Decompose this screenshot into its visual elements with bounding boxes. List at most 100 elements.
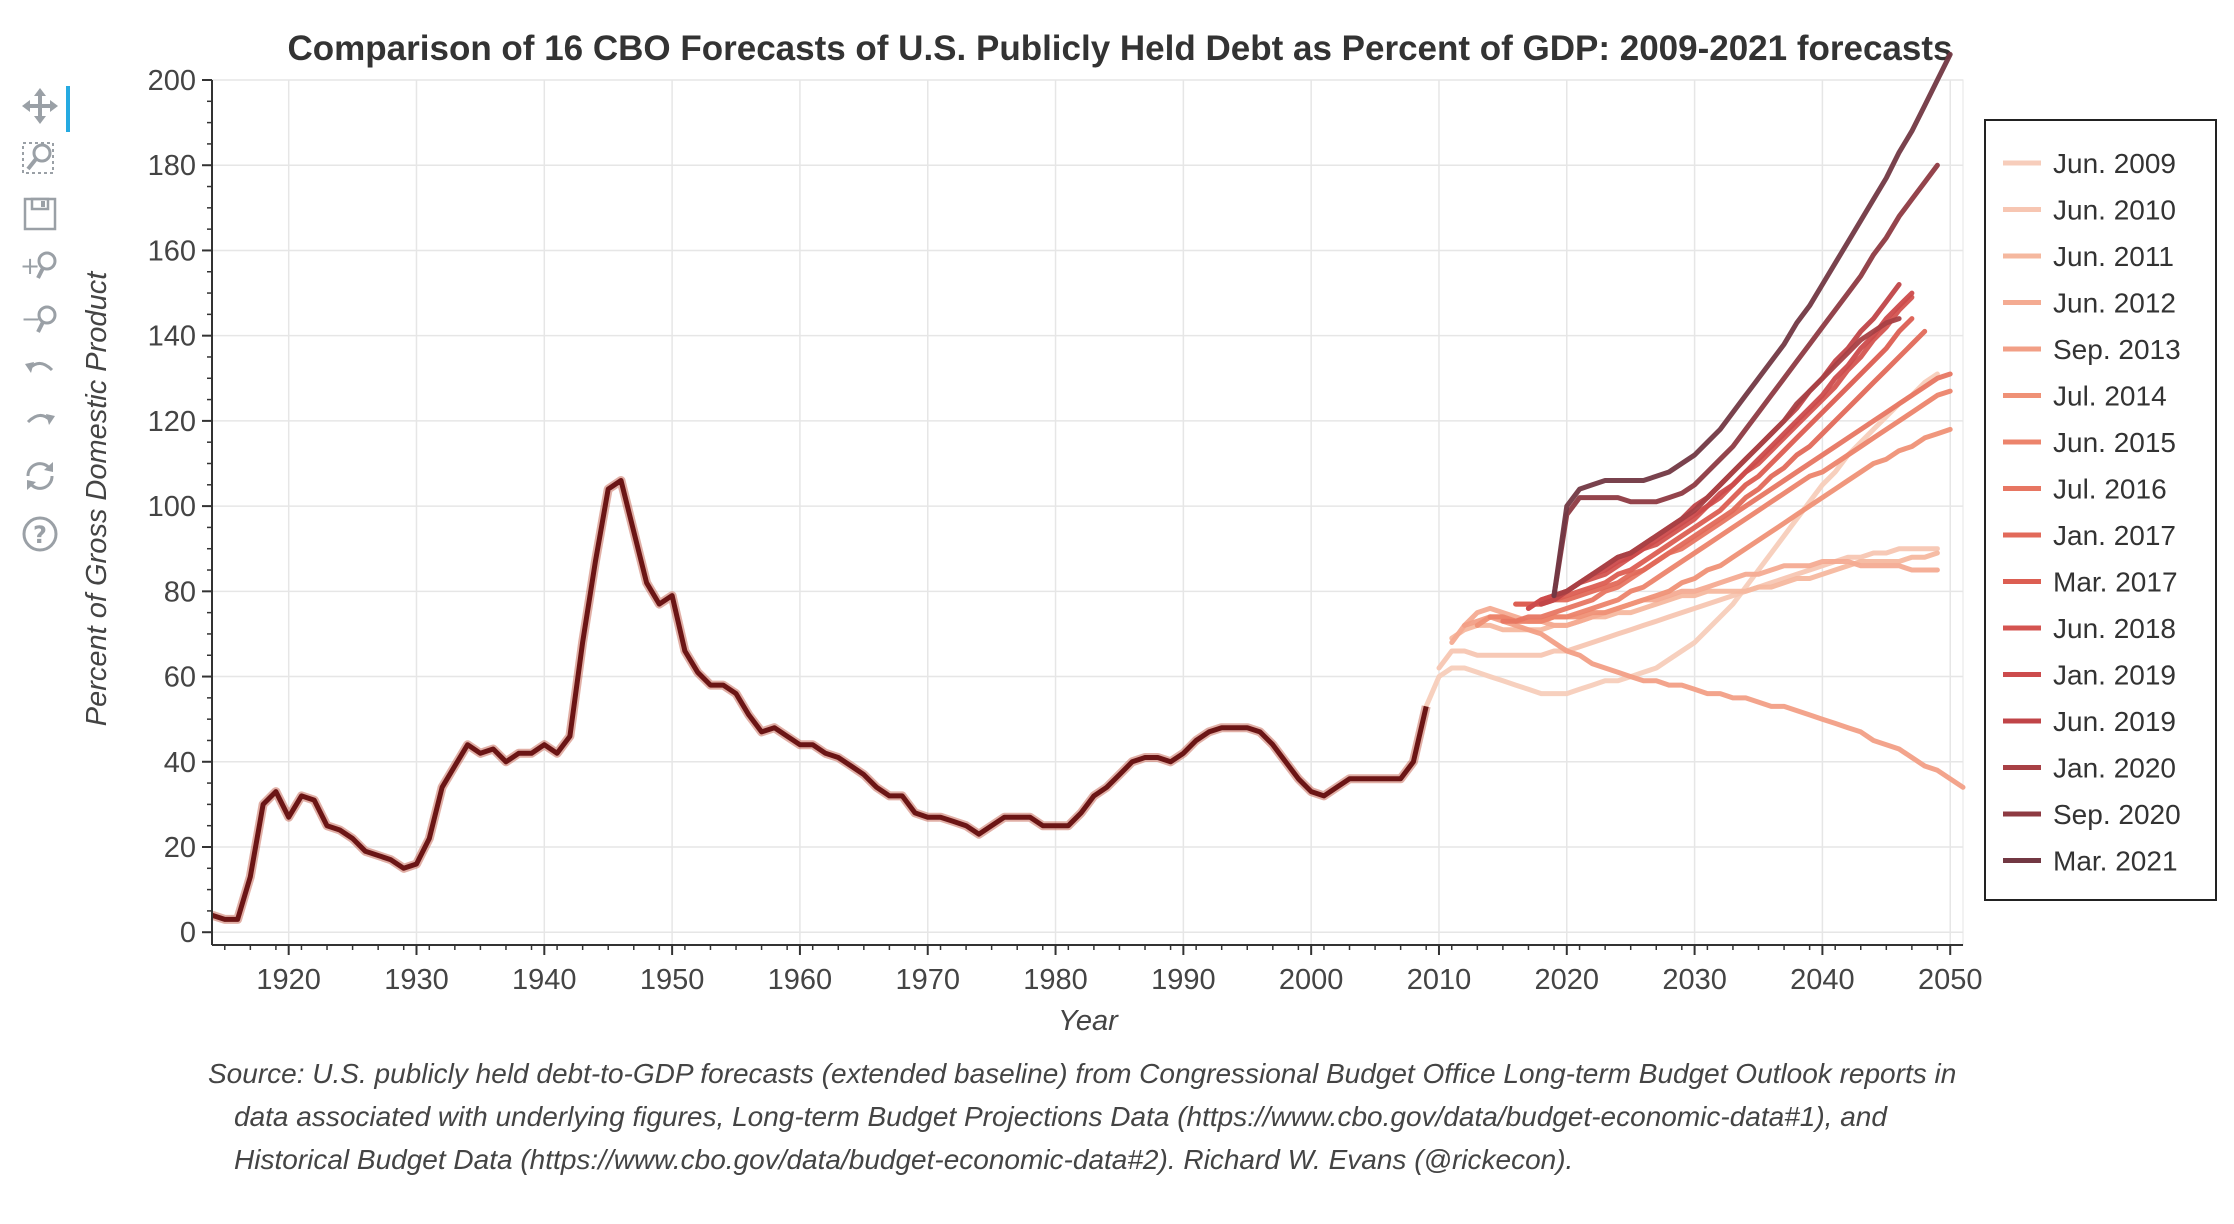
- reset-tool[interactable]: [14, 452, 66, 504]
- legend-label: Jan. 2019: [2053, 660, 2176, 691]
- y-tick-label: 200: [148, 65, 196, 97]
- y-tick-label: 60: [164, 662, 196, 694]
- legend-label: Jun. 2011: [2053, 241, 2174, 272]
- y-tick-label: 120: [148, 406, 196, 438]
- y-tick-label: 40: [164, 747, 196, 779]
- series-line: [1551, 316, 1902, 599]
- legend-item[interactable]: Jul. 2014: [2003, 381, 2167, 412]
- series-line: [1551, 162, 1940, 599]
- legend-label: Mar. 2017: [2053, 567, 2178, 598]
- series-line: [1551, 51, 1953, 599]
- y-tick-label: 80: [164, 576, 196, 608]
- svg-text:+: +: [20, 252, 40, 280]
- legend-label: Jun. 2019: [2053, 706, 2176, 737]
- legend-item[interactable]: Jan. 2020: [2003, 753, 2176, 784]
- legend: Jun. 2009 Jun. 2010 Jun. 2011 Jun. 2012 Sep.…: [1984, 119, 2217, 901]
- legend-item[interactable]: Jun. 2018: [2003, 613, 2176, 644]
- redo-icon: [22, 406, 58, 447]
- save-icon: [22, 196, 58, 237]
- zoom-out-icon: −: [20, 302, 60, 343]
- x-tick-label: 2010: [1407, 964, 1472, 996]
- data-lines: [210, 51, 1966, 924]
- y-tick-label: 160: [148, 235, 196, 267]
- y-tick-label: 180: [148, 150, 196, 182]
- legend-label: Jun. 2012: [2053, 288, 2176, 319]
- undo-icon: [22, 354, 58, 395]
- undo-tool[interactable]: [14, 348, 66, 400]
- y-tick-label: 0: [180, 917, 196, 949]
- x-tick-label: 2000: [1279, 964, 1344, 996]
- svg-text:−: −: [21, 305, 41, 333]
- x-tick-label: 1970: [895, 964, 960, 996]
- y-tick-label: 100: [148, 491, 196, 523]
- x-tick-label: 1960: [768, 964, 833, 996]
- legend-item[interactable]: Jan. 2019: [2003, 660, 2176, 691]
- zoom-out-tool[interactable]: −: [14, 296, 66, 348]
- x-tick-label: 2050: [1918, 964, 1983, 996]
- legend-item[interactable]: Jun. 2011: [2003, 241, 2174, 272]
- zoom-in-tool[interactable]: +: [14, 242, 66, 294]
- series-line: [1436, 546, 1940, 671]
- legend-label: Sep. 2013: [2053, 334, 2181, 365]
- x-tick-label: 1990: [1151, 964, 1216, 996]
- legend-item[interactable]: Jun. 2019: [2003, 706, 2176, 737]
- legend-item[interactable]: Mar. 2021: [2003, 846, 2178, 877]
- series-line: [1500, 371, 1953, 624]
- legend-item[interactable]: Jun. 2010: [2003, 195, 2176, 226]
- legend-label: Jan. 2020: [2053, 753, 2176, 784]
- legend-label: Jun. 2015: [2053, 427, 2176, 458]
- x-tick-label: 2030: [1662, 964, 1727, 996]
- svg-text:?: ?: [33, 521, 47, 549]
- source-note: Source: U.S. publicly held debt-to-GDP f…: [208, 1052, 2188, 1181]
- chart: Comparison of 16 CBO Forecasts of U.S. P…: [81, 29, 2217, 1037]
- legend-label: Mar. 2021: [2053, 846, 2178, 877]
- redo-tool[interactable]: [14, 400, 66, 452]
- legend-item[interactable]: Jul. 2016: [2003, 474, 2167, 505]
- x-axis-label: Year: [1058, 1005, 1119, 1037]
- source-line-1: Source: U.S. publicly held debt-to-GDP f…: [208, 1058, 1957, 1089]
- legend-item[interactable]: Mar. 2017: [2003, 567, 2178, 598]
- save-tool[interactable]: [14, 190, 66, 242]
- legend-item[interactable]: Jan. 2017: [2003, 520, 2176, 551]
- x-tick-label: 1980: [1023, 964, 1088, 996]
- series-line: [1513, 316, 1915, 607]
- source-line-2: data associated with underlying figures,…: [234, 1101, 1887, 1132]
- legend-item[interactable]: Sep. 2020: [2003, 799, 2181, 830]
- legend-label: Jun. 2009: [2053, 148, 2176, 179]
- legend-item[interactable]: Jun. 2009: [2003, 148, 2176, 179]
- x-tick-label: 2040: [1790, 964, 1855, 996]
- legend-item[interactable]: Jun. 2015: [2003, 427, 2176, 458]
- series-line: [1487, 388, 1953, 624]
- x-tick-label: 1920: [256, 964, 321, 996]
- x-tick-label: 2020: [1535, 964, 1600, 996]
- chart-title: Comparison of 16 CBO Forecasts of U.S. P…: [288, 29, 1953, 68]
- y-tick-label: 20: [164, 832, 196, 864]
- pan-icon: [22, 87, 58, 129]
- series-line: [1513, 328, 1928, 607]
- x-tick-label: 1950: [640, 964, 705, 996]
- legend-label: Sep. 2020: [2053, 799, 2181, 830]
- box-zoom-icon: [21, 139, 59, 182]
- x-tick-label: 1930: [384, 964, 449, 996]
- legend-label: Jul. 2014: [2053, 381, 2167, 412]
- legend-label: Jun. 2018: [2053, 613, 2176, 644]
- y-tick-label: 140: [148, 321, 196, 353]
- historical-line: [211, 478, 1429, 922]
- box-zoom-tool[interactable]: [14, 134, 66, 186]
- pan-tool[interactable]: [14, 82, 70, 134]
- legend-label: Jan. 2017: [2053, 520, 2176, 551]
- x-tick-label: 1940: [512, 964, 577, 996]
- legend-label: Jun. 2010: [2053, 195, 2176, 226]
- help-icon: ?: [21, 515, 59, 558]
- reset-icon: [22, 458, 58, 499]
- zoom-in-icon: +: [20, 248, 60, 289]
- y-axis-label: Percent of Gross Domestic Product: [81, 270, 113, 726]
- source-line-3: Historical Budget Data (https://www.cbo.…: [234, 1144, 1574, 1175]
- series-line: [1525, 294, 1915, 611]
- series-line: [1462, 614, 1966, 790]
- legend-label: Jul. 2016: [2053, 474, 2167, 505]
- legend-item[interactable]: Jun. 2012: [2003, 288, 2176, 319]
- help-tool[interactable]: ?: [14, 510, 66, 562]
- legend-item[interactable]: Sep. 2013: [2003, 334, 2181, 365]
